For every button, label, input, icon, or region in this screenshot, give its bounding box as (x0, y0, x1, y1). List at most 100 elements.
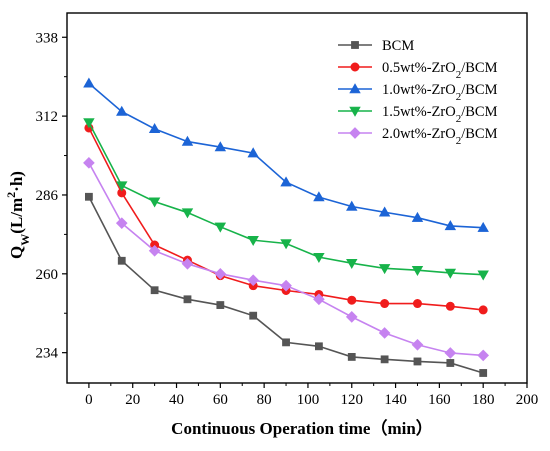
data-point (181, 208, 194, 219)
data-point (345, 311, 358, 323)
legend: BCM 0.5wt%-ZrO2/BCM1.0wt%-ZrO2/BCM1.5wt%-… (338, 38, 498, 147)
data-point (477, 349, 490, 362)
data-point (347, 353, 356, 361)
data-point (411, 265, 424, 276)
data-point (148, 123, 161, 134)
data-point (380, 355, 389, 364)
data-point (412, 299, 422, 309)
data-point (444, 268, 457, 279)
data-point (214, 267, 227, 280)
data-point (117, 256, 126, 265)
data-point (378, 206, 391, 217)
legend-item: BCM (338, 38, 414, 54)
data-point (116, 181, 128, 192)
legend-label: 1.5wt%-ZrO2/BCM (382, 104, 498, 125)
data-point (249, 311, 258, 320)
data-point (313, 293, 325, 306)
data-point (413, 357, 422, 366)
data-point (346, 200, 358, 211)
legend-label: 2.0wt%-ZrO2/BCM (382, 126, 498, 147)
series-1-5wt-zro2-bcm (83, 118, 489, 281)
x-tick-label: 120 (341, 392, 364, 408)
data-point (247, 274, 260, 287)
data-point (347, 295, 357, 305)
data-point (181, 257, 194, 270)
data-point (444, 220, 457, 231)
data-point (479, 369, 488, 377)
data-point (183, 295, 192, 304)
data-point (247, 147, 259, 158)
data-point (446, 359, 455, 367)
plot-frame (66, 12, 528, 384)
x-tick-label: 140 (384, 392, 407, 408)
data-point (411, 211, 424, 222)
data-point (83, 118, 95, 129)
y-tick-label: 338 (36, 30, 59, 46)
x-tick-label: 180 (472, 392, 495, 408)
data-point (477, 221, 489, 232)
x-axis-title: Continuous Operation time（min） (171, 418, 433, 438)
x-tick-label: 0 (85, 392, 93, 408)
data-point (216, 301, 225, 309)
data-point (478, 305, 488, 315)
data-point (411, 338, 424, 351)
data-point (477, 270, 489, 281)
data-point (148, 244, 161, 257)
series-2-0wt-zro2-bcm (83, 156, 490, 362)
legend-item: 2.0wt%-ZrO2/BCM (338, 126, 498, 147)
legend-item: 1.0wt%-ZrO2/BCM (338, 82, 498, 103)
data-point (378, 327, 391, 339)
series-bcm (85, 192, 488, 377)
y-tick-label: 234 (36, 346, 59, 362)
data-point (214, 141, 227, 152)
data-point (150, 286, 159, 295)
data-point (247, 235, 259, 246)
data-point (85, 192, 93, 201)
x-tick-label: 60 (213, 392, 228, 408)
data-point (148, 197, 161, 208)
data-point (115, 217, 128, 229)
series-layer (83, 77, 490, 377)
x-tick-label: 100 (297, 392, 320, 408)
data-point (282, 338, 290, 347)
legend-label: 0.5wt%-ZrO2/BCM (382, 60, 498, 81)
data-point (280, 279, 292, 292)
data-point (83, 156, 95, 169)
x-tick-label: 40 (169, 392, 184, 408)
x-tick-label: 20 (125, 392, 140, 408)
legend-label: BCM (382, 38, 414, 54)
data-point (315, 342, 323, 351)
legend-marker (351, 41, 359, 49)
data-point (346, 259, 358, 270)
data-point (313, 191, 325, 202)
y-tick-label: 260 (36, 267, 59, 283)
data-point (116, 105, 128, 116)
legend-marker (349, 127, 361, 139)
y-axis-title: QW(L/m2·h) (4, 171, 32, 259)
y-tick-label: 286 (36, 188, 59, 204)
series-1-0wt-zro2-bcm (83, 77, 489, 232)
data-point (214, 222, 227, 233)
data-point (280, 239, 292, 250)
legend-marker (350, 62, 360, 72)
x-tick-label: 80 (257, 392, 272, 408)
x-tick-label: 200 (516, 392, 539, 408)
legend-item: 0.5wt%-ZrO2/BCM (338, 60, 498, 81)
legend-marker (349, 106, 361, 117)
legend-marker (349, 83, 361, 94)
axis-layer: 0 20 40 60 80 100 120 140 160 180 200 234 260 286 312 3… (36, 12, 539, 408)
legend-label: 1.0wt%-ZrO2/BCM (382, 82, 498, 103)
legend-item: 1.5wt%-ZrO2/BCM (338, 104, 498, 125)
data-point (313, 252, 325, 263)
data-point (445, 301, 455, 311)
data-point (444, 347, 457, 359)
data-point (181, 135, 194, 146)
data-point (83, 77, 95, 88)
data-point (378, 264, 391, 275)
x-tick-label: 160 (428, 392, 451, 408)
data-point (380, 299, 390, 309)
data-point (280, 176, 292, 187)
